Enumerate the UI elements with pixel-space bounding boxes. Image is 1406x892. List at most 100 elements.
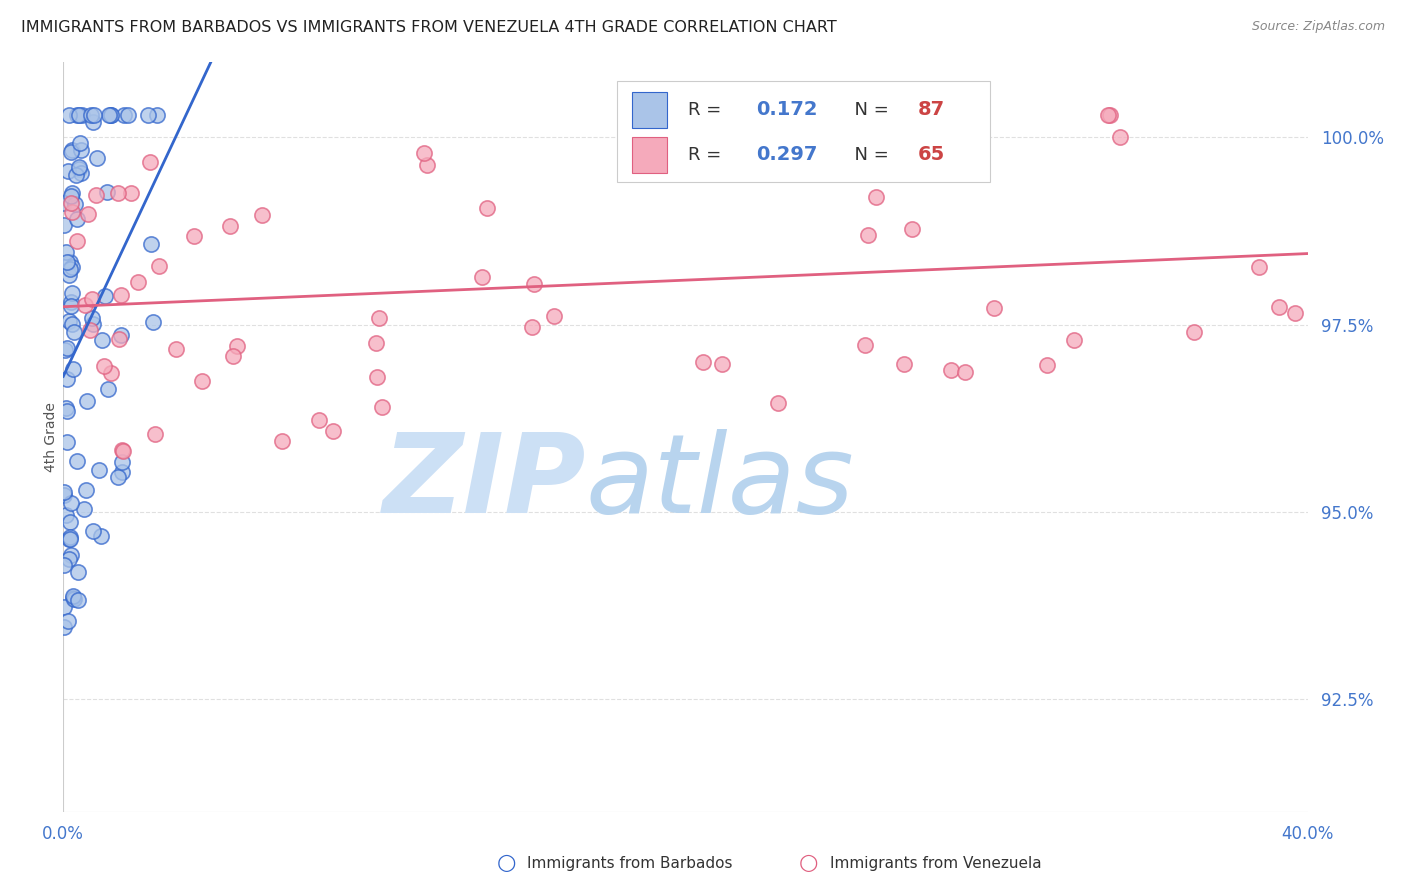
Point bbox=[59, 532, 82, 546]
Text: ZIP: ZIP bbox=[382, 428, 586, 535]
Point bbox=[65, 454, 87, 468]
Text: Immigrants from Barbados: Immigrants from Barbados bbox=[527, 856, 733, 871]
Point bbox=[520, 320, 543, 334]
Point bbox=[1036, 358, 1059, 372]
Point bbox=[73, 297, 96, 311]
Point bbox=[100, 367, 122, 381]
Point bbox=[136, 108, 159, 122]
Point bbox=[82, 524, 104, 538]
Point bbox=[475, 201, 498, 215]
Point bbox=[271, 434, 294, 449]
Point bbox=[58, 533, 80, 547]
Point bbox=[1097, 108, 1119, 122]
Point bbox=[55, 508, 77, 522]
Point bbox=[70, 166, 93, 180]
Point bbox=[143, 427, 166, 442]
Point bbox=[191, 374, 214, 388]
Point bbox=[56, 615, 79, 629]
Point bbox=[901, 221, 924, 235]
Text: 0.297: 0.297 bbox=[756, 145, 818, 164]
Point bbox=[66, 234, 89, 248]
Point bbox=[80, 108, 103, 122]
Point bbox=[139, 236, 162, 251]
Y-axis label: 4th Grade: 4th Grade bbox=[44, 402, 58, 472]
Point bbox=[146, 108, 169, 122]
Point bbox=[367, 311, 389, 326]
Point bbox=[127, 276, 149, 290]
Point bbox=[364, 335, 387, 350]
Point bbox=[63, 591, 86, 606]
Point bbox=[669, 130, 692, 145]
Point bbox=[67, 160, 90, 174]
Point bbox=[856, 227, 879, 242]
Point bbox=[58, 314, 80, 328]
Point bbox=[222, 350, 245, 364]
Point bbox=[53, 343, 76, 357]
Point bbox=[110, 288, 132, 302]
Point bbox=[111, 443, 134, 458]
Point bbox=[1247, 260, 1270, 274]
Point bbox=[839, 108, 862, 122]
Point bbox=[66, 108, 89, 122]
Point bbox=[766, 396, 789, 410]
Point bbox=[96, 186, 118, 200]
Text: R =: R = bbox=[688, 101, 727, 119]
Point bbox=[983, 301, 1005, 316]
Point bbox=[59, 530, 82, 544]
Point bbox=[55, 254, 77, 268]
Point bbox=[62, 285, 84, 300]
Point bbox=[80, 310, 103, 325]
Point bbox=[52, 196, 75, 211]
Point bbox=[165, 342, 187, 356]
Point bbox=[72, 502, 94, 516]
Point bbox=[58, 108, 80, 122]
Point bbox=[60, 260, 83, 275]
Point bbox=[110, 327, 132, 342]
Point bbox=[322, 424, 344, 438]
Point bbox=[543, 309, 565, 323]
Point bbox=[67, 162, 90, 177]
Point bbox=[63, 197, 86, 211]
Point bbox=[893, 108, 915, 122]
Point bbox=[60, 143, 83, 157]
Point bbox=[55, 401, 77, 415]
Point bbox=[97, 382, 120, 396]
Point bbox=[52, 620, 75, 634]
Point bbox=[53, 600, 76, 615]
Point bbox=[1108, 130, 1130, 145]
Point bbox=[893, 357, 915, 371]
Point bbox=[111, 465, 134, 479]
Text: 87: 87 bbox=[918, 100, 945, 120]
Point bbox=[93, 359, 115, 373]
Point bbox=[1267, 300, 1289, 314]
Point bbox=[60, 549, 83, 563]
Point bbox=[59, 188, 82, 202]
Point bbox=[52, 558, 75, 572]
Point bbox=[139, 155, 162, 169]
Point bbox=[90, 528, 112, 542]
Point bbox=[94, 289, 117, 303]
Point bbox=[70, 108, 93, 122]
Bar bbox=[631, 92, 666, 128]
Point bbox=[80, 293, 103, 307]
Point bbox=[953, 365, 976, 379]
Text: R =: R = bbox=[688, 145, 727, 163]
Text: IMMIGRANTS FROM BARBADOS VS IMMIGRANTS FROM VENEZUELA 4TH GRADE CORRELATION CHAR: IMMIGRANTS FROM BARBADOS VS IMMIGRANTS F… bbox=[21, 20, 837, 35]
Point bbox=[865, 190, 887, 204]
Point bbox=[86, 151, 108, 165]
Point bbox=[62, 591, 84, 605]
Point bbox=[67, 593, 90, 607]
Text: ○: ○ bbox=[799, 854, 818, 873]
Point bbox=[77, 207, 100, 221]
Point bbox=[83, 108, 105, 122]
Point bbox=[60, 299, 83, 313]
Point bbox=[412, 145, 434, 160]
Point bbox=[66, 565, 89, 579]
Point bbox=[853, 338, 876, 352]
Point bbox=[67, 108, 90, 122]
Point bbox=[60, 496, 83, 510]
Point bbox=[308, 413, 330, 427]
FancyBboxPatch shape bbox=[617, 81, 990, 182]
Point bbox=[523, 277, 546, 291]
Point bbox=[59, 261, 82, 276]
